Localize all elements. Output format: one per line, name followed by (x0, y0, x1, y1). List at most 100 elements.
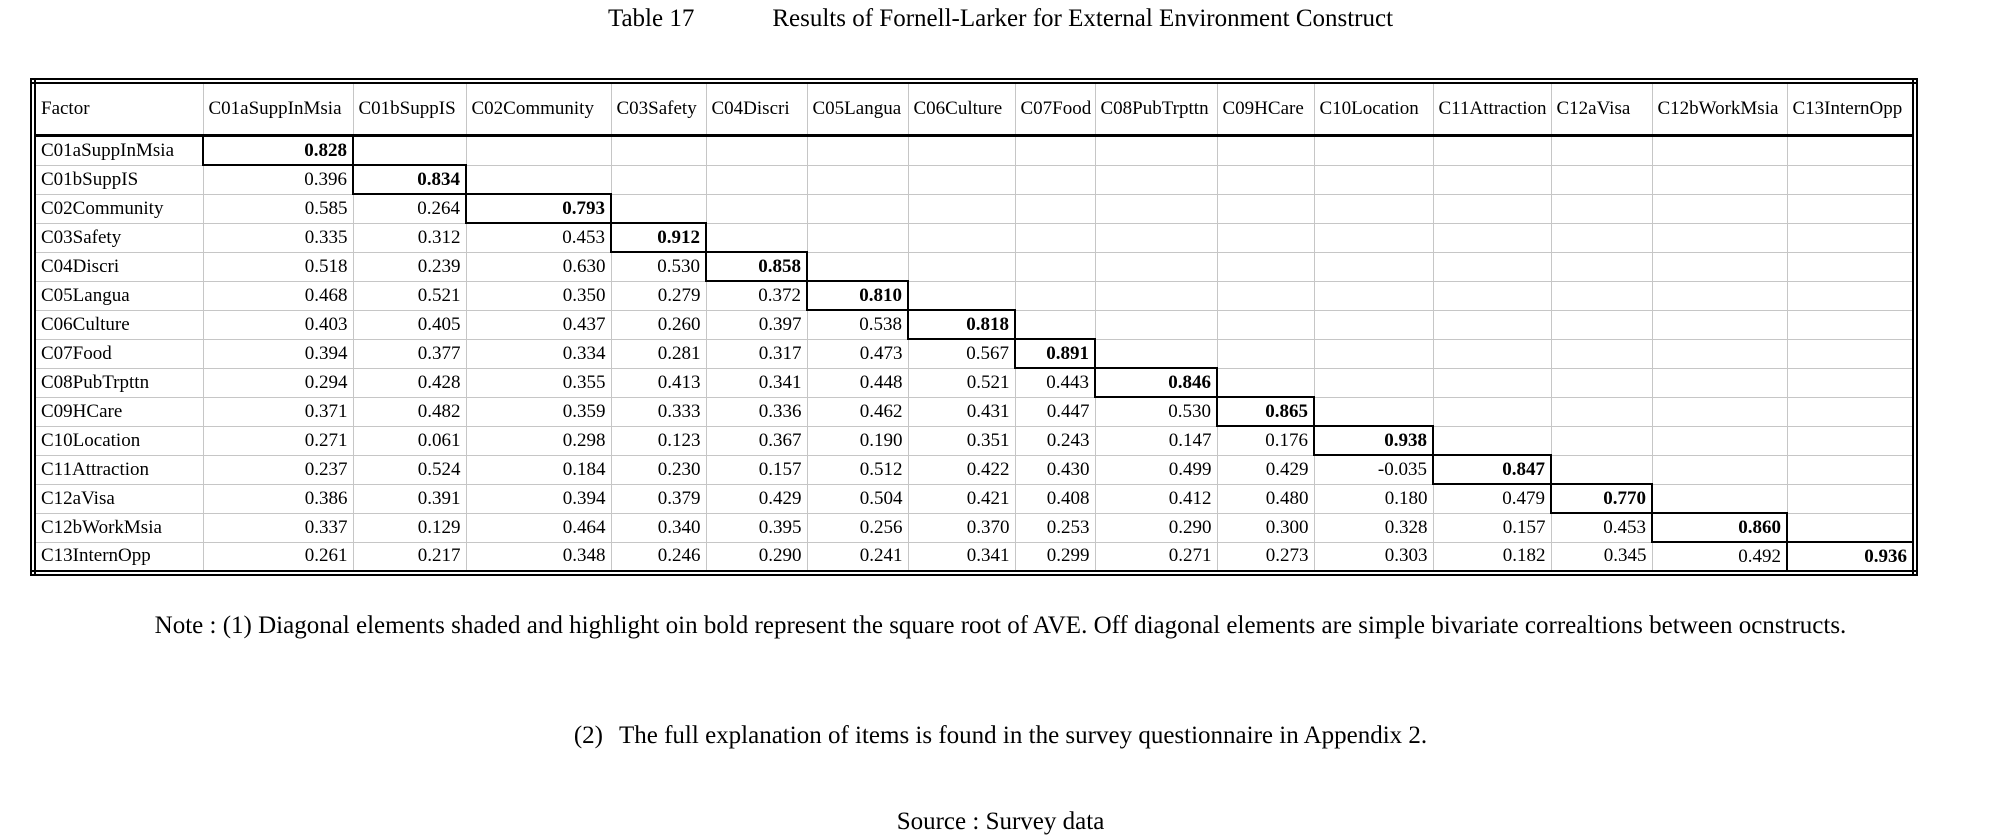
factor-cell: C08PubTrpttn (32, 367, 204, 398)
value-cell: 0.334 (465, 338, 612, 369)
column-header: C12aVisa (1550, 80, 1653, 137)
value-cell: 0.336 (705, 396, 808, 427)
column-header: C11Attraction (1432, 80, 1552, 137)
value-cell: 0.521 (907, 367, 1016, 398)
table-row: C08PubTrpttn 0.294 0.428 0.355 0.413 0.341 0.4… (32, 367, 1916, 398)
value-cell: 0.395 (705, 512, 808, 543)
value-cell: 0.473 (806, 338, 909, 369)
value-cell (1432, 135, 1552, 166)
value-cell (610, 193, 707, 224)
value-cell (907, 222, 1016, 253)
value-cell: 0.123 (610, 425, 707, 456)
value-cell (1014, 309, 1096, 340)
value-cell: 0.370 (907, 512, 1016, 543)
factor-cell: C12aVisa (32, 483, 204, 514)
value-cell: 0.351 (907, 425, 1016, 456)
diagonal-cell: 0.938 (1313, 425, 1434, 456)
value-cell: 0.524 (352, 454, 467, 485)
column-header: C03Safety (610, 80, 707, 137)
value-cell (1550, 251, 1653, 282)
value-cell (1786, 222, 1916, 253)
value-cell: 0.538 (806, 309, 909, 340)
value-cell: 0.530 (1094, 396, 1218, 427)
value-cell (1786, 512, 1916, 543)
value-cell: 0.345 (1550, 541, 1653, 574)
value-cell (1432, 164, 1552, 195)
diagonal-cell: 0.865 (1216, 396, 1315, 427)
note-1: Note : (1) Diagonal elements shaded and … (0, 608, 2001, 644)
value-cell: 0.367 (705, 425, 808, 456)
value-cell: 0.260 (610, 309, 707, 340)
value-cell: 0.176 (1216, 425, 1315, 456)
value-cell (1313, 135, 1434, 166)
value-cell (1014, 164, 1096, 195)
value-cell (1786, 193, 1916, 224)
value-cell: 0.464 (465, 512, 612, 543)
value-cell: 0.273 (1216, 541, 1315, 574)
value-cell (1014, 193, 1096, 224)
value-cell (1432, 396, 1552, 427)
table-row: C04Discri 0.518 0.239 0.630 0.530 0.858 (32, 251, 1916, 282)
diagonal-cell: 0.860 (1651, 512, 1788, 543)
value-cell (1786, 483, 1916, 514)
value-cell (1651, 483, 1788, 514)
value-cell: 0.256 (806, 512, 909, 543)
value-cell (1651, 425, 1788, 456)
value-cell: 0.290 (1094, 512, 1218, 543)
column-header-factor: Factor (32, 80, 204, 137)
value-cell (1550, 396, 1653, 427)
value-cell: 0.300 (1216, 512, 1315, 543)
value-cell: 0.355 (465, 367, 612, 398)
value-cell (610, 164, 707, 195)
column-header: C13InternOpp (1786, 80, 1916, 137)
value-cell (465, 135, 612, 166)
value-cell: 0.061 (352, 425, 467, 456)
value-cell: 0.299 (1014, 541, 1096, 574)
value-cell: 0.340 (610, 512, 707, 543)
value-cell (1094, 338, 1218, 369)
value-cell (907, 280, 1016, 311)
value-cell (1432, 193, 1552, 224)
value-cell: 0.317 (705, 338, 808, 369)
value-cell: 0.396 (202, 164, 354, 195)
value-cell (610, 135, 707, 166)
value-cell: 0.492 (1651, 541, 1788, 574)
value-cell: 0.428 (352, 367, 467, 398)
value-cell: 0.408 (1014, 483, 1096, 514)
value-cell (1651, 338, 1788, 369)
document-page: Table 17 Results of Fornell-Larker for Ex… (0, 5, 2001, 835)
value-cell (907, 251, 1016, 282)
value-cell: 0.405 (352, 309, 467, 340)
diagonal-cell: 0.891 (1014, 338, 1096, 369)
value-cell: 0.512 (806, 454, 909, 485)
value-cell: 0.350 (465, 280, 612, 311)
value-cell (1786, 367, 1916, 398)
value-cell (1786, 396, 1916, 427)
value-cell: 0.394 (465, 483, 612, 514)
table-row: C03Safety 0.335 0.312 0.453 0.912 (32, 222, 1916, 253)
value-cell: 0.333 (610, 396, 707, 427)
value-cell (465, 164, 612, 195)
value-cell: 0.328 (1313, 512, 1434, 543)
diagonal-cell: 0.834 (352, 164, 467, 195)
factor-cell: C10Location (32, 425, 204, 456)
value-cell (1786, 425, 1916, 456)
factor-cell: C04Discri (32, 251, 204, 282)
fornell-larker-table: Factor C01aSuppInMsia C01bSuppIS C02Communi… (30, 78, 1918, 576)
diagonal-cell: 0.847 (1432, 454, 1552, 485)
note-2: (2) The full explanation of items is foun… (0, 718, 2001, 754)
factor-cell: C11Attraction (32, 454, 204, 485)
value-cell (1216, 338, 1315, 369)
value-cell (1014, 222, 1096, 253)
value-cell: 0.421 (907, 483, 1016, 514)
value-cell (806, 164, 909, 195)
factor-cell: C02Community (32, 193, 204, 224)
table-row: C07Food 0.394 0.377 0.334 0.281 0.317 0.473 0.5… (32, 338, 1916, 369)
table-number: Table 17 (607, 5, 695, 32)
value-cell (1432, 280, 1552, 311)
note-2-text: The full explanation of items is found i… (618, 722, 1428, 749)
column-header: C08PubTrpttn (1094, 80, 1218, 137)
value-cell: 0.290 (705, 541, 808, 574)
table-row: C01aSuppInMsia 0.828 (32, 134, 1916, 166)
table-title: Table 17 Results of Fornell-Larker for Ex… (0, 5, 2001, 33)
